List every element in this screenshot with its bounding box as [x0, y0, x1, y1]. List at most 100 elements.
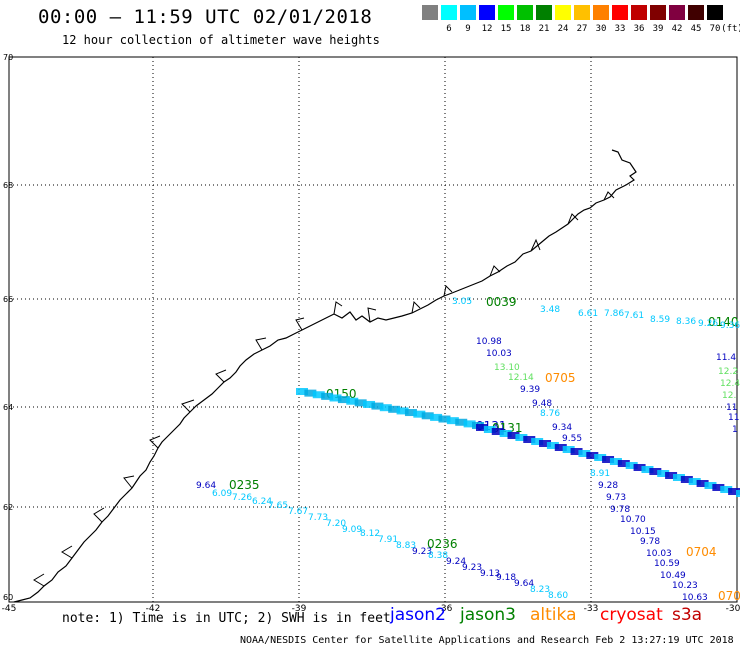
dense-track-segment — [507, 432, 520, 439]
dense-track-segment — [321, 392, 334, 400]
dense-track-segment — [736, 490, 740, 497]
wave-height-label: 9.24 — [446, 557, 466, 567]
dense-track-segment — [704, 482, 717, 489]
track-time-label: 070 — [718, 589, 740, 603]
wave-height-label: 10.15 — [630, 527, 656, 537]
track-time-label: 0140 — [708, 315, 739, 329]
dense-track-segment — [546, 442, 559, 449]
wave-height-label: 1 — [732, 425, 738, 435]
wave-height-label: 7.67 — [288, 507, 308, 517]
dense-track-segment — [446, 417, 459, 425]
wave-height-label: 12.4 — [720, 379, 740, 389]
scale-swatch — [650, 5, 666, 20]
dense-track-segment — [625, 462, 638, 469]
wave-height-label: 3.05 — [452, 297, 472, 307]
dense-track-segment — [539, 440, 552, 447]
scale-swatch — [441, 5, 457, 20]
dense-track-segment — [396, 407, 409, 415]
wave-height-label: 8.83 — [396, 541, 416, 551]
track-time-label: 0705 — [545, 371, 576, 385]
credit-line: NOAA/NESDIS Center for Satellite Applica… — [240, 635, 734, 646]
wave-height-label: 10.98 — [476, 337, 502, 347]
wave-height-label: 11 — [728, 413, 739, 423]
longitude-label: -30 — [726, 604, 740, 614]
dense-track-segment — [404, 409, 417, 417]
longitude-gridlines — [152, 57, 592, 602]
dense-track-segment — [337, 396, 350, 404]
track-time-label: 0704 — [686, 545, 717, 559]
wave-height-label: 8.23 — [530, 585, 550, 595]
dense-track-segment — [463, 420, 476, 428]
scale-tick-label: 9 — [465, 24, 471, 34]
scale-swatch — [498, 5, 514, 20]
dense-track-segment — [523, 436, 536, 443]
dense-track-segment — [554, 444, 567, 451]
wave-height-label: 12. — [722, 391, 736, 401]
latitude-gridlines — [9, 184, 737, 508]
dense-track-segment — [499, 430, 512, 437]
satellite-legend-item: altika — [530, 605, 577, 625]
wave-height-label: 9.55 — [562, 434, 582, 444]
wave-height-label: 9.23 — [412, 547, 432, 557]
scale-tick-label: 18 — [519, 24, 531, 34]
wave-height-label: 9.18 — [496, 573, 516, 583]
wave-height-label: 8.76 — [540, 409, 560, 419]
scale-swatch — [593, 5, 609, 20]
dense-track-segment — [617, 460, 630, 467]
wave-height-label: 9.48 — [532, 399, 552, 409]
dense-track-segment — [633, 464, 646, 471]
scale-tick-label: 27 — [576, 24, 588, 34]
scale-swatch — [707, 5, 723, 20]
wave-height-label: 11.4 — [716, 353, 736, 363]
dense-track-segment — [688, 478, 701, 485]
scale-swatch — [612, 5, 628, 20]
dense-track-segment — [363, 400, 376, 408]
wave-height-label: 7.20 — [326, 519, 346, 529]
scale-tick-label: 12 — [481, 24, 493, 34]
map-frame — [8, 56, 738, 603]
dense-track-segment — [609, 458, 622, 465]
latitude-label: 70 — [3, 53, 13, 62]
dense-track-segment — [712, 484, 725, 491]
scale-tick-label: 24 — [557, 24, 569, 34]
wave-height-label: 9.64 — [514, 579, 534, 589]
dense-track-segment — [578, 450, 591, 457]
dense-track-segment — [657, 470, 670, 477]
dense-track-segment — [562, 446, 575, 453]
satellite-legend-item: s3a — [672, 605, 703, 625]
latitude-label: 62 — [3, 503, 13, 512]
wave-height-label: 8.38 — [428, 551, 448, 561]
track-time-label: 0039 — [486, 295, 517, 309]
scale-swatch — [631, 5, 647, 20]
dense-track-segment — [413, 410, 426, 418]
scale-tick-label: 15 — [500, 24, 512, 34]
longitude-label: -36 — [438, 604, 453, 614]
latitude-label: 66 — [3, 295, 13, 304]
wave-height-label: 7.86 — [604, 309, 624, 319]
wave-height-label: 10.03 — [646, 549, 672, 559]
dense-track-segment — [421, 412, 434, 420]
wave-height-label: 10.63 — [682, 593, 708, 603]
scale-tick-label: 45 — [690, 24, 702, 34]
wave-height-label: 10.70 — [620, 515, 646, 525]
wave-height-label: 3.48 — [540, 305, 560, 315]
dense-track-segment — [388, 405, 401, 413]
dense-track-segment — [720, 486, 733, 493]
dense-track-segment — [329, 394, 342, 402]
dense-track-segment — [312, 391, 325, 399]
dense-track-segment — [594, 454, 607, 461]
scale-swatch — [460, 5, 476, 20]
greenland-coastline-detail — [33, 191, 615, 587]
wave-height-label: 8.60 — [548, 591, 568, 601]
dense-track-segment — [430, 413, 443, 421]
dense-track-segment — [665, 472, 678, 479]
scale-swatch — [574, 5, 590, 20]
wave-height-label: 10.59 — [654, 559, 680, 569]
wave-height-label: 9.28 — [598, 481, 618, 491]
scale-swatch — [669, 5, 685, 20]
satellite-legend-item: jason2 — [390, 605, 446, 625]
dense-track-segment — [602, 456, 615, 463]
scale-tick-label: 70 — [709, 24, 721, 34]
scale-swatch — [517, 5, 533, 20]
wave-height-label: 9.09 — [342, 525, 362, 535]
